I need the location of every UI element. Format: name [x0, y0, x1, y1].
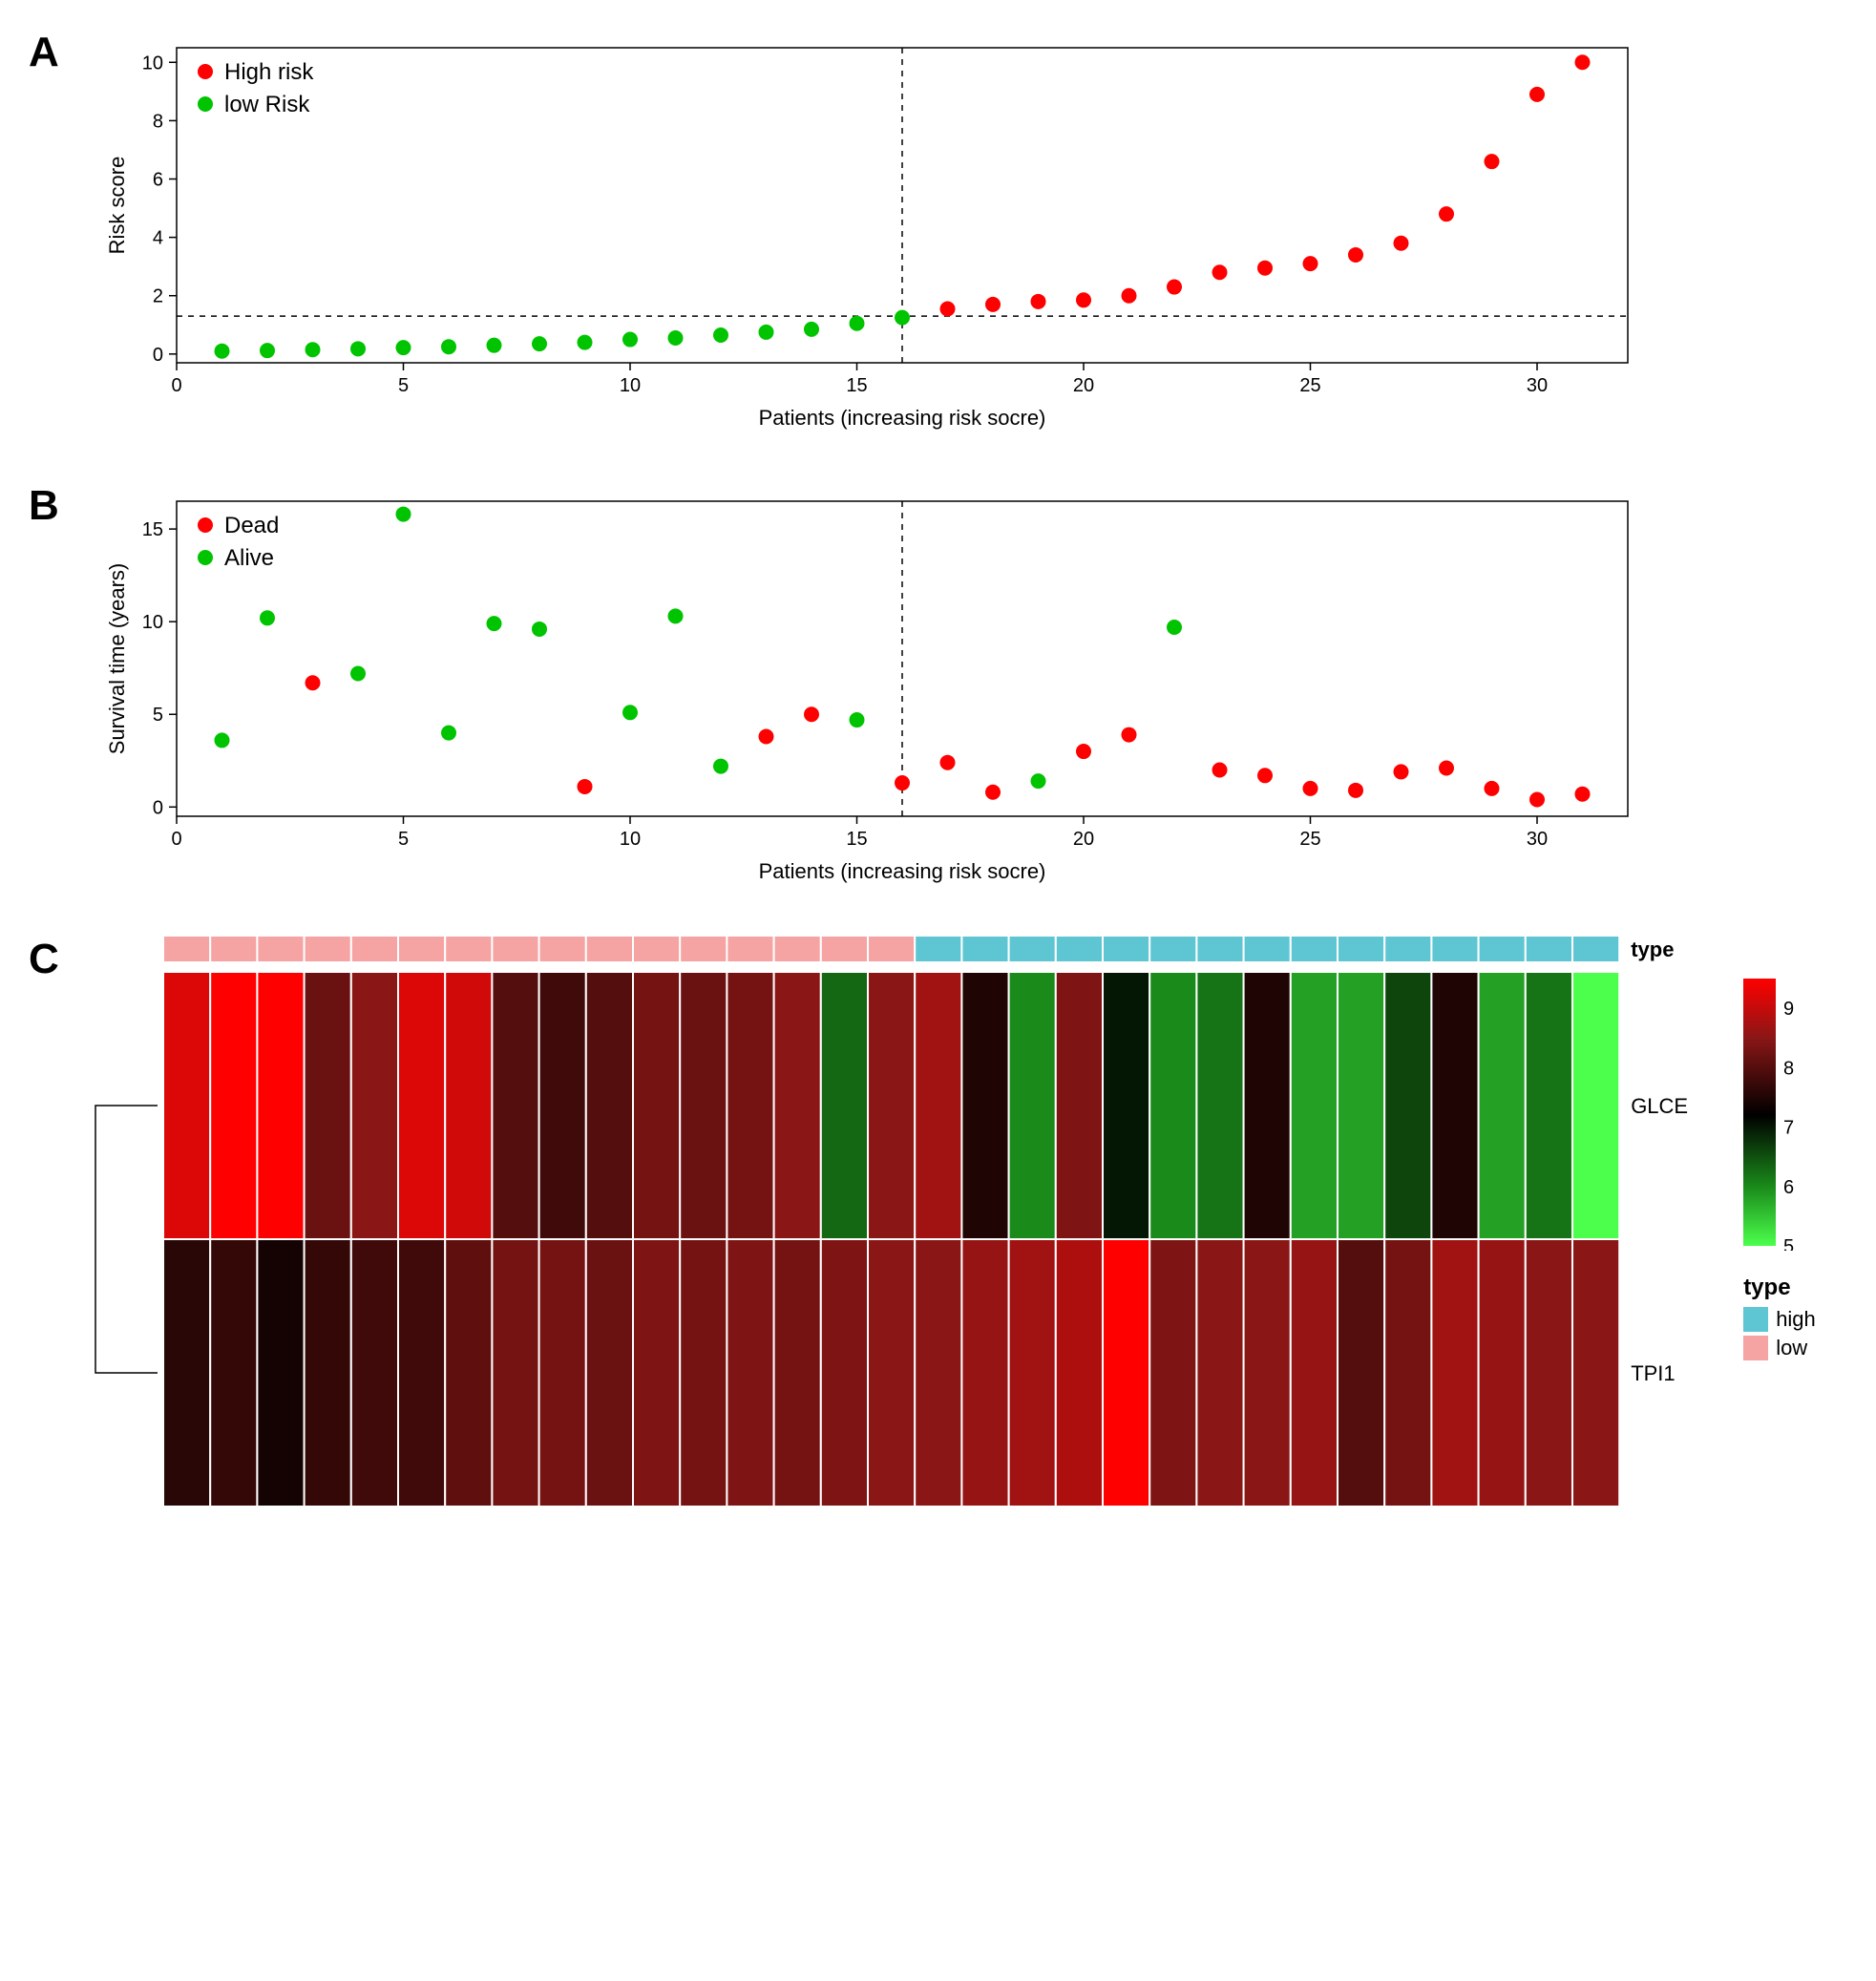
svg-text:8: 8 — [1783, 1058, 1794, 1079]
panel-a: A 0 5 10 15 20 25 30 0 2 4 6 8 10 Patients (increasin… — [29, 29, 1847, 444]
svg-text:8: 8 — [153, 111, 163, 132]
type-legend: type high low — [1743, 1275, 1823, 1364]
svg-text:30: 30 — [1527, 829, 1548, 850]
type-legend-label: low — [1776, 1336, 1807, 1360]
svg-text:10: 10 — [620, 829, 641, 850]
svg-text:10: 10 — [142, 53, 163, 74]
svg-text:20: 20 — [1073, 829, 1094, 850]
svg-text:30: 30 — [1527, 375, 1548, 396]
svg-text:Alive: Alive — [224, 545, 274, 571]
svg-text:Patients (increasing risk socr: Patients (increasing risk socre) — [759, 859, 1046, 883]
svg-text:Patients (increasing risk socr: Patients (increasing risk socre) — [759, 406, 1046, 430]
panel-b-label: B — [29, 482, 76, 530]
svg-text:15: 15 — [846, 829, 867, 850]
svg-text:TPI1: TPI1 — [1631, 1361, 1675, 1385]
svg-text:Risk score: Risk score — [105, 157, 129, 255]
svg-text:5: 5 — [398, 829, 409, 850]
panel-b: B 0 5 10 15 20 25 30 0 5 10 15 Patients (increasing… — [29, 482, 1847, 897]
heatmap-legend-block: 5 6 7 8 9 type high low — [1743, 974, 1823, 1364]
svg-text:9: 9 — [1783, 999, 1794, 1020]
svg-text:Dead: Dead — [224, 513, 279, 538]
panel-c-label: C — [29, 936, 76, 983]
panel-c: C type GLCE TPI1 5 6 7 8 9 type high low — [29, 936, 1847, 1510]
svg-text:GLCE: GLCE — [1631, 1094, 1688, 1118]
svg-text:20: 20 — [1073, 375, 1094, 396]
type-legend-label: high — [1776, 1307, 1816, 1332]
svg-text:0: 0 — [153, 345, 163, 366]
svg-text:5: 5 — [1783, 1236, 1794, 1251]
type-swatch — [1743, 1336, 1768, 1360]
panel-a-label: A — [29, 29, 76, 76]
svg-text:7: 7 — [1783, 1118, 1794, 1139]
svg-text:0: 0 — [171, 375, 181, 396]
svg-text:5: 5 — [398, 375, 409, 396]
svg-text:low Risk: low Risk — [224, 92, 310, 117]
type-legend-item: low — [1743, 1336, 1823, 1360]
svg-text:4: 4 — [153, 228, 163, 249]
panel-a-chart: 0 5 10 15 20 25 30 0 2 4 6 8 10 Patients (increasing … — [91, 29, 1647, 444]
type-legend-item: high — [1743, 1307, 1823, 1332]
svg-text:Survival time (years): Survival time (years) — [105, 563, 129, 754]
svg-text:6: 6 — [1783, 1177, 1794, 1198]
svg-text:type: type — [1631, 938, 1674, 961]
panel-b-chart: 0 5 10 15 20 25 30 0 5 10 15 Patients (increasing r… — [91, 482, 1647, 897]
svg-text:25: 25 — [1299, 375, 1320, 396]
svg-text:25: 25 — [1299, 829, 1320, 850]
type-swatch — [1743, 1307, 1768, 1332]
panel-c-heatmap-area: type GLCE TPI1 5 6 7 8 9 type high low — [91, 936, 1823, 1510]
svg-text:6: 6 — [153, 170, 163, 191]
svg-text:10: 10 — [620, 375, 641, 396]
svg-text:0: 0 — [171, 829, 181, 850]
svg-text:10: 10 — [142, 612, 163, 633]
svg-text:2: 2 — [153, 286, 163, 307]
svg-text:0: 0 — [153, 797, 163, 818]
svg-text:15: 15 — [142, 519, 163, 540]
svg-text:High risk: High risk — [224, 59, 314, 85]
svg-text:5: 5 — [153, 705, 163, 726]
svg-text:15: 15 — [846, 375, 867, 396]
figure: A 0 5 10 15 20 25 30 0 2 4 6 8 10 Patients (increasin… — [29, 29, 1847, 1510]
type-legend-title: type — [1743, 1275, 1823, 1301]
